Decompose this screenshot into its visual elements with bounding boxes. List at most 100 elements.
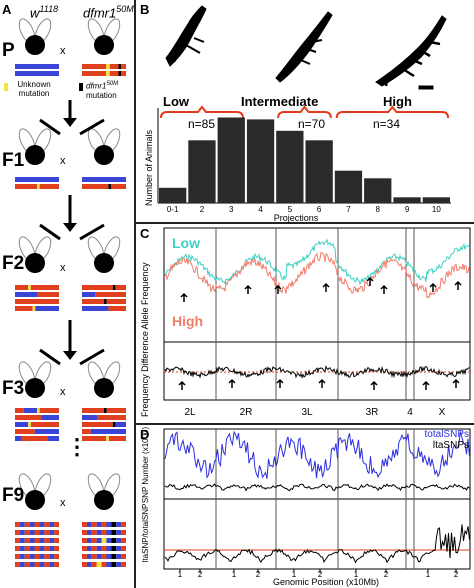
histogram-tick-label: 10 — [432, 205, 441, 214]
chromosome-segment — [39, 562, 45, 567]
chromosome-segment — [121, 538, 126, 543]
peak-arrow-top — [429, 282, 437, 292]
chromosome-segment — [15, 538, 20, 543]
chromosome-segment — [15, 408, 24, 413]
chromosome-segment — [118, 64, 122, 69]
peak-arrow-top — [366, 276, 374, 286]
chromosome-segment — [106, 530, 112, 535]
fly-left — [18, 236, 52, 273]
f1-bar-left-2 — [15, 184, 59, 189]
chromosome-segment — [86, 530, 92, 535]
low-frequency-trace — [164, 238, 470, 286]
f2-bar-left — [15, 306, 59, 311]
panel-b-label: B — [140, 2, 150, 17]
chromosome-segment — [95, 292, 126, 297]
neuron-image-low — [165, 5, 207, 67]
chromosome-segment — [23, 408, 37, 413]
fly-body — [94, 253, 114, 273]
chromosome-segment — [44, 554, 50, 559]
chromosome-segment — [19, 522, 25, 527]
x-tick-label: 2 — [318, 570, 323, 579]
f9-bar-left — [15, 562, 59, 567]
chromosome-segment — [121, 71, 126, 76]
chromosome-segment — [48, 436, 59, 441]
legend-dfmr1-label: dfmr150M — [86, 80, 118, 91]
bracket-high — [335, 105, 450, 119]
chromosome-segment — [29, 546, 35, 551]
histogram-tick-label: 4 — [258, 205, 263, 214]
fly-body — [94, 490, 114, 510]
chromosome-segment — [34, 429, 59, 434]
chromosome-segment — [39, 538, 45, 543]
group-intermediate-n: n=70 — [298, 117, 326, 131]
f2-bar-right — [82, 285, 126, 290]
x-tick-label: 1 — [178, 570, 183, 579]
chromosome-segment — [34, 538, 40, 543]
x-tick-label: 1 — [354, 570, 359, 579]
peak-arrow-top — [244, 284, 252, 294]
legend-dfmr1-name: dfmr1 — [86, 81, 107, 91]
chromosome-segment — [121, 522, 126, 527]
chromosome-segment — [82, 184, 109, 189]
chromosome-segment — [28, 285, 31, 290]
chromosome-segment — [106, 71, 110, 76]
parent1-name: w — [30, 5, 40, 21]
ratio-trace — [164, 524, 470, 564]
chromosome-segment — [82, 408, 104, 413]
chromosome-segment — [39, 408, 59, 413]
chromosome-segment — [109, 64, 119, 69]
peak-arrow-top — [454, 280, 462, 290]
parent2-superscript: 50M — [116, 4, 134, 14]
chromosome-segment — [39, 554, 45, 559]
chromosome-segment — [111, 562, 117, 567]
chromosome-segment — [121, 562, 126, 567]
legend-total-snps: totalSNPs — [425, 429, 469, 440]
arrow-f1-f2 — [63, 195, 77, 232]
chromosome-segment — [106, 522, 112, 527]
f1-bar-right-1 — [82, 177, 126, 182]
chromosome-segment — [15, 306, 33, 311]
chromosome-segment — [82, 562, 87, 567]
fly-body — [94, 145, 114, 165]
histogram-bar — [246, 119, 275, 203]
chromosome-segment — [91, 546, 97, 551]
chromosome-segment — [111, 530, 117, 535]
fly-left — [18, 473, 52, 510]
fly-body — [25, 145, 45, 165]
f9-bar-left — [15, 554, 59, 559]
chromosome-segment — [19, 554, 25, 559]
chromosome-segment — [91, 522, 97, 527]
chromosome-segment — [15, 415, 42, 420]
fly-body — [25, 490, 45, 510]
chromosome-label: 3L — [301, 407, 313, 418]
chromosome-segment — [82, 429, 91, 434]
ratio-ylabel: ltaSNP/totalSNP — [141, 504, 150, 563]
peak-arrow-bottom — [228, 378, 236, 388]
chromosome-segment — [15, 429, 35, 434]
fly-body — [94, 35, 114, 55]
parent2-label: dfmr150M — [83, 4, 134, 20]
f3-bar-left — [15, 415, 59, 420]
chromosome-segment — [34, 546, 40, 551]
histogram-bar — [217, 117, 245, 203]
chromosome-segment — [101, 554, 107, 559]
peak-arrow-bottom — [452, 378, 460, 388]
snp-number-ylabel: SNP Number (x1000) — [141, 427, 150, 504]
chromosome-segment — [54, 554, 59, 559]
chromosome-segment — [90, 429, 126, 434]
legend-lta-snps: ltaSNPs — [433, 440, 469, 451]
chromosome-segment — [34, 554, 40, 559]
f9-bar-right — [82, 530, 126, 535]
chromosome-segment — [106, 299, 126, 304]
chromosome-segment — [91, 562, 97, 567]
chromosome-segment — [19, 538, 25, 543]
f3-bar-left — [15, 429, 59, 434]
chromosome-segment — [86, 538, 92, 543]
chromosome-segment — [49, 538, 55, 543]
chromosome-segment — [24, 546, 30, 551]
chromosome-segment — [96, 530, 102, 535]
chromosome-segment — [15, 522, 20, 527]
chromosome-segment — [15, 71, 59, 76]
chromosome-segment — [104, 408, 107, 413]
chromosome-segment — [108, 184, 112, 189]
